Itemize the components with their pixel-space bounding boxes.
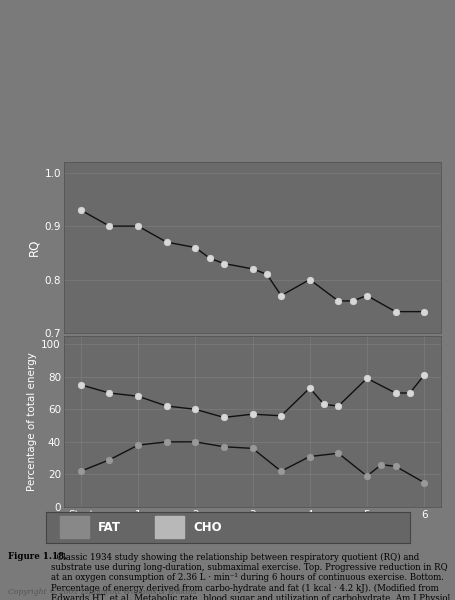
- Y-axis label: RQ: RQ: [27, 239, 40, 256]
- Point: [364, 291, 371, 301]
- Point: [77, 466, 85, 476]
- Text: Figure 1.18.: Figure 1.18.: [8, 553, 67, 562]
- Point: [77, 205, 85, 215]
- Point: [306, 275, 313, 284]
- Point: [364, 374, 371, 383]
- Point: [349, 296, 356, 306]
- Text: Classic 1934 study showing the relationship between respiratory quotient (RQ) an: Classic 1934 study showing the relations…: [51, 553, 450, 600]
- Point: [206, 253, 213, 263]
- Point: [163, 437, 170, 446]
- Point: [278, 466, 285, 476]
- Point: [378, 460, 385, 469]
- Bar: [155, 517, 184, 538]
- Point: [335, 401, 342, 411]
- Point: [192, 404, 199, 414]
- Point: [364, 471, 371, 481]
- Point: [220, 413, 228, 422]
- Point: [392, 388, 399, 398]
- Point: [263, 269, 270, 279]
- Text: Copyright © 2001 Lippincott Williams & Wilkins: Copyright © 2001 Lippincott Williams & W…: [8, 587, 197, 596]
- Point: [320, 400, 328, 409]
- Point: [106, 388, 113, 398]
- Point: [420, 370, 428, 380]
- Point: [106, 455, 113, 464]
- Point: [392, 461, 399, 471]
- Point: [77, 380, 85, 389]
- Bar: [60, 517, 89, 538]
- Point: [306, 383, 313, 393]
- X-axis label: Exercise time (h): Exercise time (h): [193, 527, 312, 540]
- Point: [249, 264, 256, 274]
- Point: [220, 442, 228, 452]
- Point: [249, 409, 256, 419]
- Point: [406, 388, 414, 398]
- Point: [306, 452, 313, 461]
- Point: [134, 221, 142, 231]
- Point: [392, 307, 399, 316]
- Point: [192, 437, 199, 446]
- Point: [249, 443, 256, 453]
- Text: CHO: CHO: [193, 521, 222, 534]
- Point: [278, 411, 285, 421]
- Y-axis label: Percentage of total energy: Percentage of total energy: [27, 352, 37, 491]
- Point: [134, 440, 142, 450]
- Point: [220, 259, 228, 268]
- Point: [335, 448, 342, 458]
- Point: [134, 391, 142, 401]
- Point: [163, 401, 170, 411]
- Point: [420, 307, 428, 316]
- Point: [106, 221, 113, 231]
- Point: [335, 296, 342, 306]
- Point: [163, 238, 170, 247]
- Point: [278, 291, 285, 301]
- Text: FAT: FAT: [98, 521, 121, 534]
- Point: [420, 478, 428, 487]
- Point: [192, 243, 199, 253]
